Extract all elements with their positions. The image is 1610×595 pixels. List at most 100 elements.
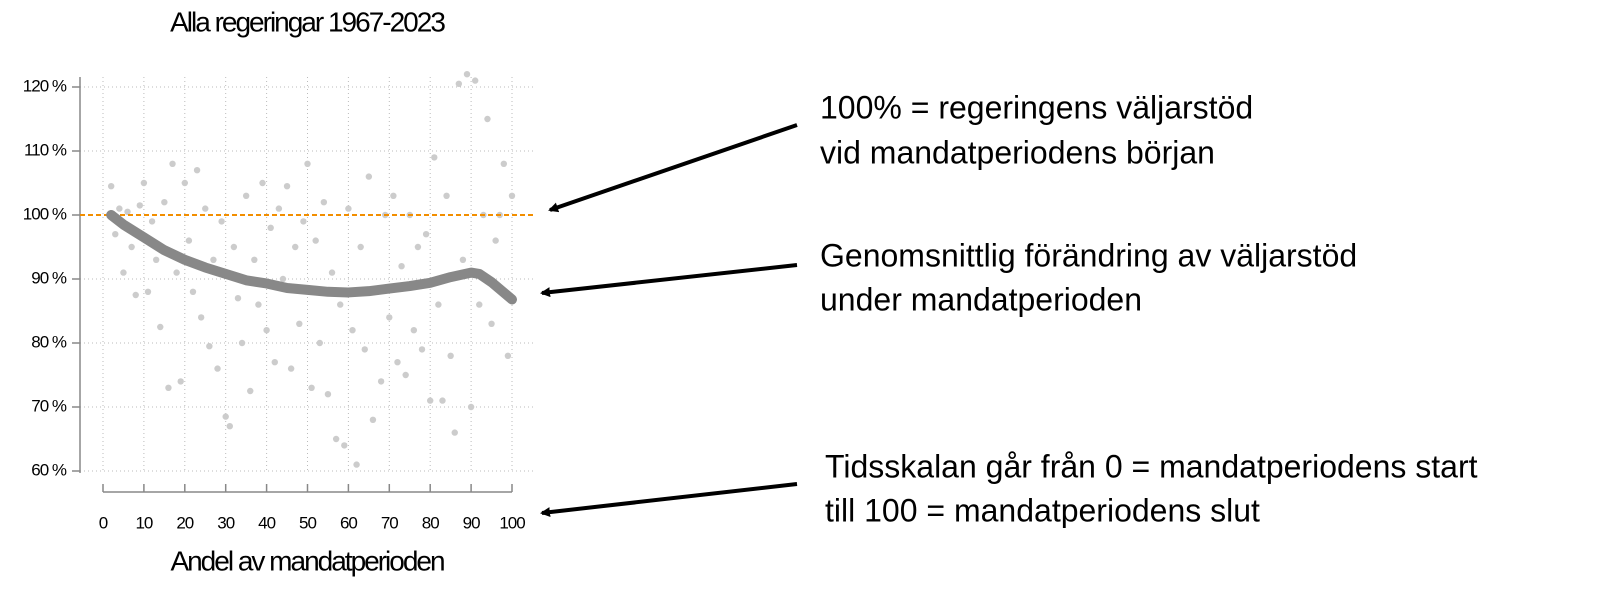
annotation: Tidsskalan går från 0 = mandatperiodens …	[825, 448, 1478, 484]
scatter-point	[410, 327, 418, 334]
scatter-point	[377, 378, 385, 385]
x-tick-label: 40	[258, 513, 275, 532]
arrow	[540, 263, 798, 298]
annotation: vid mandatperiodens början	[820, 134, 1215, 170]
y-tick-label: 120 %	[23, 76, 67, 95]
x-axis-label: Andel av mandatperioden	[170, 545, 444, 576]
scatter-point	[210, 256, 217, 263]
scatter-point	[447, 352, 454, 359]
x-tick-label: 50	[299, 513, 316, 532]
scatter-point	[312, 237, 319, 244]
scatter-point	[189, 288, 197, 295]
scatter-point	[390, 192, 397, 199]
x-tick-label: 80	[422, 513, 439, 532]
annotation: under mandatperioden	[820, 281, 1142, 317]
scatter-point	[443, 192, 450, 199]
scatter-point	[427, 397, 434, 404]
scatter-point	[202, 205, 209, 212]
x-tick-label: 90	[463, 513, 480, 532]
x-tick-label: 60	[340, 513, 357, 532]
scatter-point	[165, 384, 172, 391]
scatter-point	[488, 320, 495, 327]
scatter-point	[435, 301, 442, 308]
scatter-point	[144, 288, 152, 295]
scatter-point	[206, 343, 213, 350]
scatter-point	[459, 256, 467, 263]
scatter-point	[279, 275, 287, 283]
scatter-point	[471, 77, 479, 84]
scatter-point	[275, 205, 283, 212]
chart-title: Alla regeringar 1967-2023	[170, 6, 445, 37]
scatter-point	[267, 224, 274, 231]
scatter-point	[431, 154, 438, 161]
scatter-point	[463, 71, 471, 78]
scatter-point	[287, 365, 295, 372]
scatter-point	[177, 378, 184, 385]
scatter-point	[365, 173, 373, 180]
scatter-point	[112, 231, 119, 238]
scatter-point	[238, 339, 246, 347]
scatter-point	[173, 269, 180, 276]
scatter-point	[467, 403, 475, 411]
y-tick-label: 100 %	[23, 204, 67, 223]
scatter-point	[345, 205, 352, 212]
scatter-point	[439, 397, 446, 404]
scatter-point	[328, 269, 336, 276]
scatter-point	[255, 301, 262, 308]
scatter-point	[292, 243, 299, 251]
scatter-point	[341, 442, 348, 449]
scatter-point	[116, 205, 123, 212]
annotation: Genomsnittlig förändring av väljarstöd	[820, 237, 1357, 273]
scatter-point	[193, 167, 201, 174]
scatter-point	[304, 160, 311, 167]
scatter-point	[451, 429, 458, 436]
scatter-point	[124, 208, 131, 215]
scatter-point	[226, 423, 233, 430]
scatter-point	[259, 179, 266, 187]
x-tick-label: 10	[135, 513, 152, 532]
scatter-point	[484, 115, 491, 123]
scatter-point	[324, 391, 332, 398]
scatter-point	[214, 365, 221, 372]
y-tick-label: 80 %	[31, 332, 67, 351]
scatter-point	[140, 179, 148, 187]
y-tick-label: 90 %	[31, 268, 67, 287]
scatter-point	[492, 237, 499, 244]
scatter-point	[308, 384, 315, 391]
scatter-point	[234, 295, 242, 302]
scatter-point	[152, 256, 160, 263]
arrow	[540, 482, 798, 518]
scatter-point	[422, 231, 430, 238]
scatter-point	[386, 314, 393, 321]
scatter-point	[418, 346, 426, 353]
scatter-point	[197, 314, 205, 321]
scatter-point	[508, 192, 516, 199]
scatter-point	[230, 243, 238, 251]
scatter-point	[181, 179, 188, 187]
scatter-point	[283, 183, 291, 190]
scatter-point	[157, 323, 164, 331]
scatter-point	[337, 301, 344, 308]
x-tick-label: 30	[217, 513, 234, 532]
arrow	[548, 123, 798, 213]
scatter-point	[218, 218, 225, 225]
scatter-point	[504, 352, 512, 359]
scatter-point	[398, 263, 405, 270]
x-tick-label: 0	[99, 513, 108, 532]
scatter-point	[300, 218, 307, 225]
scatter-point	[247, 387, 254, 395]
scatter-point	[394, 359, 401, 366]
scatter-point	[271, 359, 278, 366]
scatter-point	[349, 327, 356, 334]
x-tick-label: 70	[381, 513, 398, 532]
scatter-point	[169, 160, 176, 167]
scatter-point	[320, 199, 328, 206]
annotation: till 100 = mandatperiodens slut	[825, 492, 1260, 528]
scatter-point	[316, 339, 323, 347]
scatter-point	[120, 269, 127, 276]
y-tick-label: 60 %	[31, 460, 67, 479]
x-tick-label: 100	[499, 513, 525, 532]
scatter-point	[128, 243, 135, 251]
scatter-point	[476, 301, 483, 308]
